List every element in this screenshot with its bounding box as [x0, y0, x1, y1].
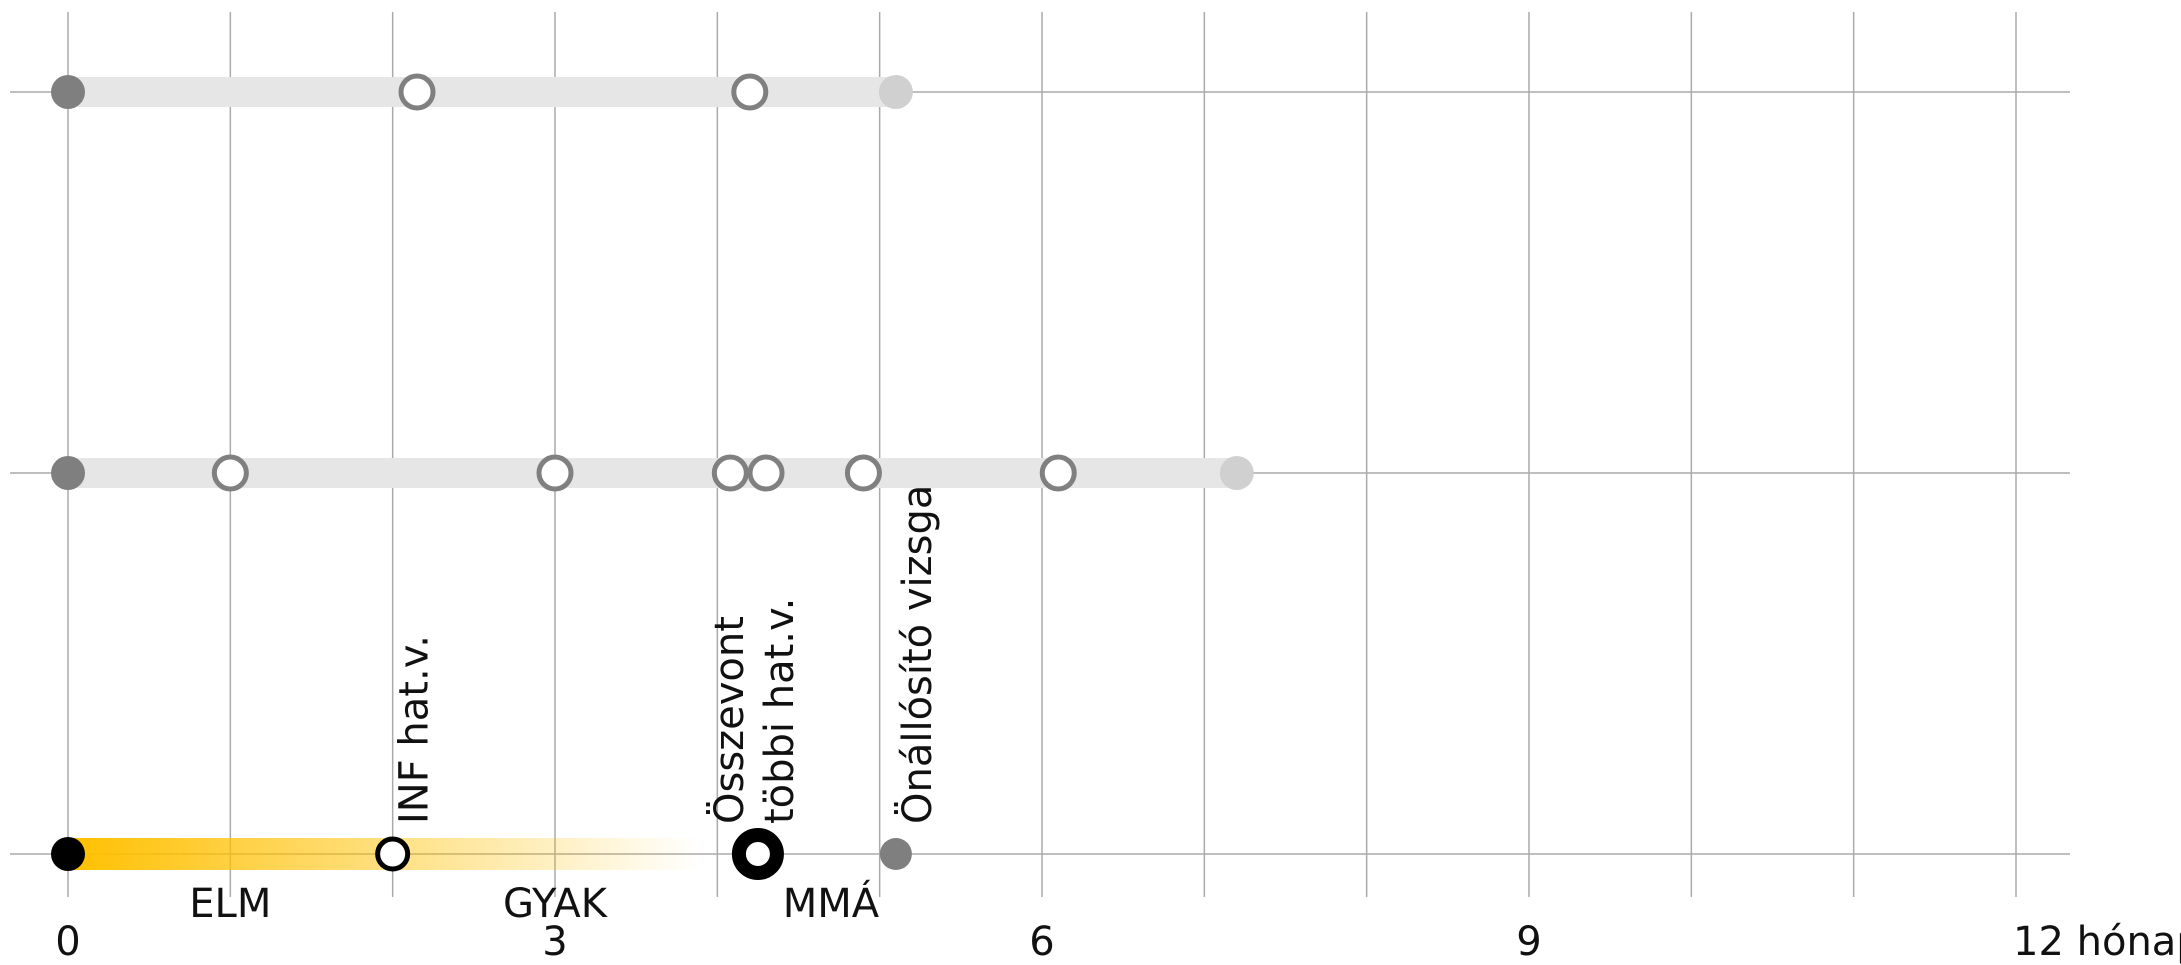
milestone [731, 73, 769, 111]
milestone [398, 73, 436, 111]
phase-label: MMÁ [783, 879, 880, 927]
event-marker [731, 828, 784, 880]
main-start [51, 837, 85, 871]
row-start [51, 456, 85, 490]
row-end [1219, 456, 1254, 490]
x-tick-label: 0 [55, 919, 80, 965]
milestone [536, 454, 574, 492]
event-label: INF hat.v. [392, 635, 438, 824]
milestone [844, 454, 882, 492]
milestone [747, 454, 785, 492]
x-tick-label: 3 [542, 919, 567, 965]
milestone [211, 454, 249, 492]
row-bar [68, 77, 896, 107]
x-tick-label: 6 [1029, 919, 1054, 965]
event-marker [879, 838, 912, 870]
row-end [878, 75, 913, 109]
event-marker [375, 836, 411, 872]
x-tick-label: 9 [1516, 919, 1541, 965]
event-label: többi hat.v. [757, 598, 803, 824]
row-start [51, 75, 85, 109]
phase-label: GYAK [503, 881, 609, 927]
event-label: Önállósító vizsga [893, 485, 941, 824]
event-label: Összevont [705, 616, 753, 824]
phase-label: ELM [189, 881, 271, 927]
milestone [1039, 454, 1077, 492]
milestone [711, 454, 749, 492]
x-tick-label: 12 hónap [2013, 919, 2181, 965]
